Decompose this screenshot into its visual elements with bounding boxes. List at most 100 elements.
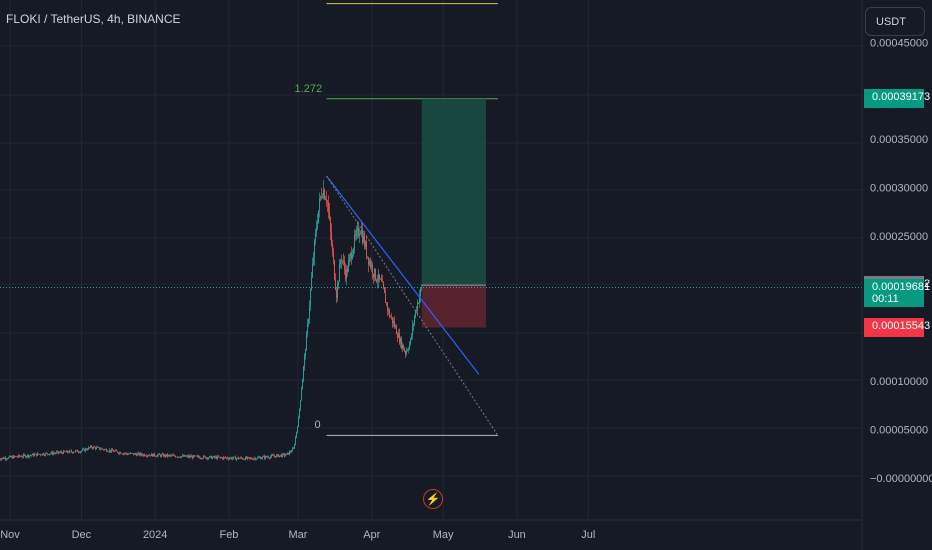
candle-body [261,458,262,459]
time-tick-label: May [433,529,454,541]
candle-body [253,458,254,460]
candle-body [83,448,84,450]
candle-body [34,454,35,456]
candle-body [257,457,258,459]
candle-body [114,451,115,452]
candle-body [407,350,408,351]
candle-body [7,458,8,460]
candle-body [329,211,330,219]
candle-body [52,452,53,455]
candle-body [249,457,250,459]
price-tick-label: 0.00025000 [870,231,928,243]
candle-body [72,451,73,453]
candle-body [134,453,135,455]
time-tick-label: Mar [289,529,308,541]
candle-body [398,333,399,338]
candle-body [12,456,13,459]
candle-body [215,456,216,458]
candle-body [294,444,295,449]
candle-body [270,456,271,459]
candle-body [126,453,127,454]
candle-body [93,446,94,449]
candle-body [392,317,393,324]
candle-body [342,260,343,262]
candle-body [226,457,227,459]
candle-body [131,453,132,454]
current-price-tag: 0.00019681 00:11 [864,279,930,308]
candle-body [250,458,251,459]
candle-body [352,254,353,259]
candle-body [108,451,109,453]
candle-body [225,457,226,458]
candle-body [43,453,44,455]
candle-body [228,458,229,460]
candle-body [272,455,273,456]
candle-body [31,455,32,456]
candle-body [416,310,417,311]
lightning-icon[interactable]: ⚡ [423,489,443,509]
candle-body [297,426,298,432]
candle-body [209,456,210,458]
candle-body [148,455,149,457]
candle-body [47,452,48,454]
candle-body [219,456,220,458]
candle-body [335,279,336,290]
candle-body [104,449,105,450]
candle-body [17,456,18,458]
candle-body [165,454,166,457]
candle-body [15,456,16,457]
candle-body [378,274,379,282]
candle-body [276,455,277,458]
time-axis: Nov Dec 2024 Feb Mar Apr May Jun Jul [0,519,862,541]
candle-body [1,458,2,460]
candle-body [292,448,293,452]
candle-body [207,457,208,459]
candle-body [50,453,51,455]
candle-body [206,457,207,459]
candle-body [218,456,219,458]
candle-body [36,453,37,456]
candle-body [308,319,309,324]
candle-body [85,448,86,451]
candle-body [283,453,284,455]
candle-body [24,454,25,456]
candle-body [46,452,47,454]
currency-button[interactable]: USDT [865,7,925,36]
candle-body [410,338,411,344]
candle-body [156,456,157,457]
candle-body [343,260,344,262]
candle-body [238,457,239,459]
candle-body [143,454,144,456]
candle-body [162,454,163,455]
candle-body [284,453,285,456]
candle-body [128,453,129,455]
candle-body [396,326,397,335]
candle-body [405,351,406,354]
candle-body [346,268,347,279]
candle-body [254,458,255,459]
candle-body [171,455,172,456]
candle-body [191,456,192,458]
time-tick-label: Nov [0,529,20,541]
candle-body [239,458,240,459]
candle-body [262,456,263,459]
candle-body [173,455,174,456]
candle-body [64,450,65,452]
candle-body [115,450,116,452]
candle-body [158,453,159,456]
candle-body [110,449,111,452]
candle-body [10,456,11,458]
time-tick-label: Jul [581,529,595,541]
candle-body [380,279,381,280]
candle-body [69,450,70,453]
candle-body [246,457,247,459]
candle-body [317,221,318,229]
candle-body [123,453,124,455]
candle-body [157,455,158,457]
candle-body [20,456,21,458]
candle-body [385,292,386,303]
candle-body [39,454,40,455]
candle-body [183,455,184,457]
candle-body [227,457,228,459]
